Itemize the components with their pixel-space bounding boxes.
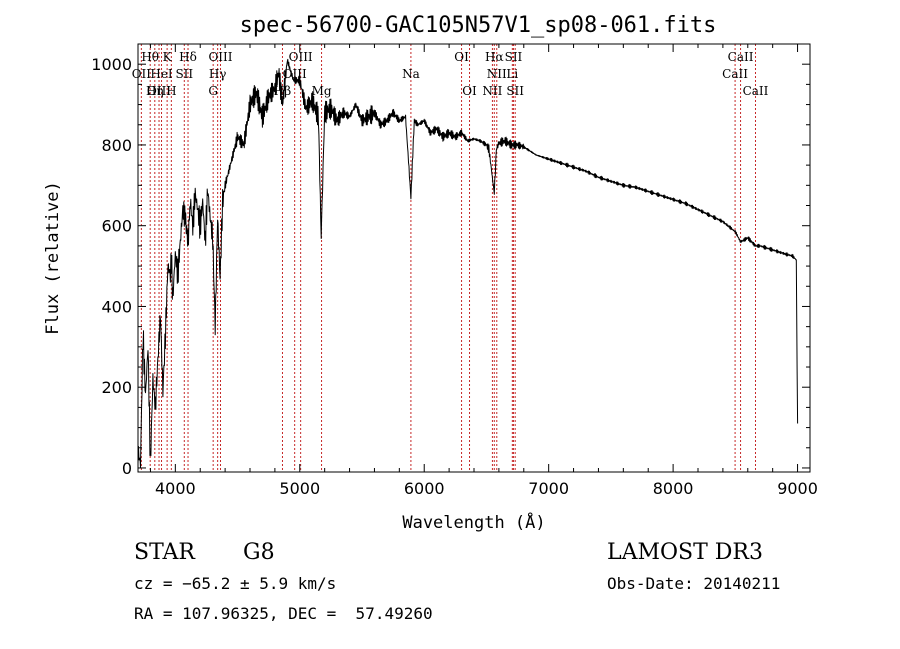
line-label: Hγ — [209, 67, 227, 81]
y-tick-label: 800 — [101, 136, 132, 155]
survey-name: LAMOST DR3 — [607, 540, 763, 565]
y-tick-label: 600 — [101, 217, 132, 236]
redshift-velocity: cz = −65.2 ± 5.9 km/s — [134, 574, 336, 593]
spectrum-line — [137, 58, 799, 469]
y-tick-label: 0 — [122, 459, 132, 478]
x-tick-label: 8000 — [653, 479, 694, 498]
line-label: Hη — [146, 84, 164, 98]
y-tick-label: 400 — [101, 297, 132, 316]
line-label: K — [163, 50, 173, 64]
line-label: OI — [454, 50, 469, 64]
x-tick-label: 6000 — [404, 479, 445, 498]
line-label: SII — [505, 50, 523, 64]
x-tick-label: 9000 — [777, 479, 818, 498]
line-label: Hβ — [274, 84, 291, 98]
line-label: Hα — [485, 50, 504, 64]
line-label: Mg — [312, 84, 332, 98]
line-label: G — [208, 84, 218, 98]
y-axis: 0 200 400 600 800 1000 — [91, 43, 810, 478]
x-tick-label: 5000 — [279, 479, 320, 498]
line-label: CaII — [722, 67, 748, 81]
line-label: OIII — [208, 50, 232, 64]
line-label: Na — [402, 67, 420, 81]
object-subclass: G8 — [243, 540, 275, 565]
chart-title: spec-56700-GAC105N57V1_sp08-061.fits — [240, 13, 717, 38]
line-label: SII — [175, 67, 193, 81]
line-label: HeI — [150, 67, 173, 81]
line-label: Hθ — [141, 50, 159, 64]
reference-lines — [140, 44, 756, 472]
line-label: CaII — [728, 50, 754, 64]
line-label: OIII — [147, 84, 171, 98]
line-label: SII — [506, 84, 524, 98]
x-tick-label: 7000 — [528, 479, 569, 498]
x-axis: 4000 5000 6000 7000 8000 9000 — [149, 44, 818, 498]
y-tick-label: 200 — [101, 378, 132, 397]
line-label: NII — [487, 67, 507, 81]
line-label: NII — [482, 84, 502, 98]
ra-dec-coordinates: RA = 107.96325, DEC = 57.49260 — [134, 604, 433, 623]
y-tick-label: 1000 — [91, 55, 132, 74]
x-tick-label: 4000 — [155, 479, 196, 498]
spectrum-series — [137, 58, 799, 469]
line-label: Li — [506, 67, 518, 81]
x-axis-label: Wavelength (Å) — [402, 511, 545, 533]
y-axis-label: Flux (relative) — [43, 181, 63, 335]
object-class: STAR — [134, 540, 196, 565]
line-label: Hδ — [179, 50, 197, 64]
line-label: OIII — [283, 67, 307, 81]
observation-date: Obs-Date: 20140211 — [607, 574, 780, 593]
line-label: OII — [132, 67, 152, 81]
line-label: OIII — [289, 50, 313, 64]
line-label: H — [166, 84, 176, 98]
line-label: OI — [462, 84, 477, 98]
line-label: CaII — [743, 84, 769, 98]
plot-frame — [137, 43, 811, 473]
